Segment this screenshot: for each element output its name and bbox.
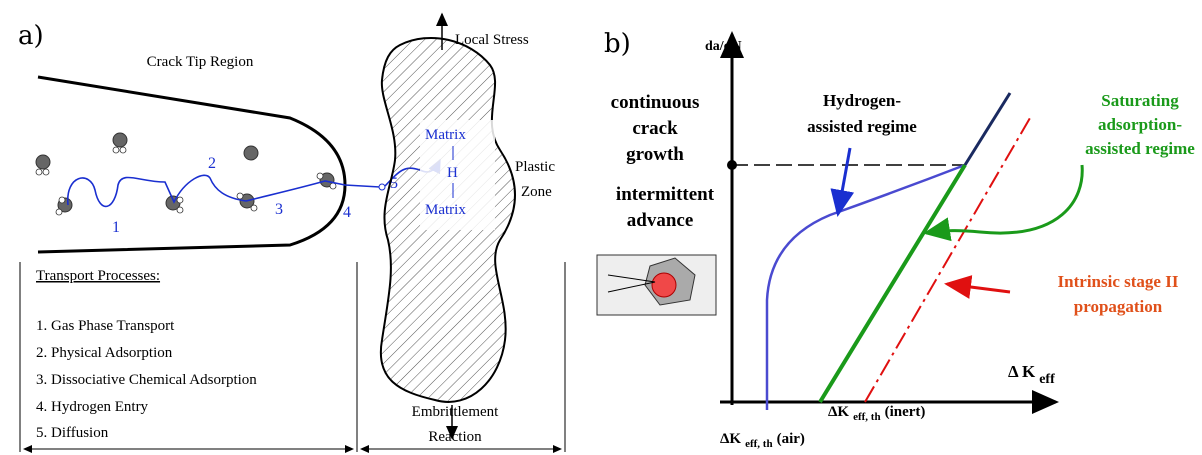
intrinsic-curve [865, 118, 1030, 402]
regime-label: adsorption- [1098, 115, 1182, 134]
regime-label: assisted regime [807, 117, 917, 136]
upper-curve [965, 93, 1010, 165]
crack-wedge [38, 77, 345, 252]
continuous-label: crack [632, 118, 678, 139]
h-atoms [36, 147, 336, 215]
step-number: 1 [112, 219, 120, 236]
h-atom [113, 147, 119, 153]
entry-point [379, 184, 385, 190]
regime-label: propagation [1074, 297, 1163, 316]
saturating-arrow [926, 165, 1082, 233]
panel-label: b) [604, 29, 631, 59]
transport-title: Transport Processes: [36, 268, 160, 284]
h-atom [43, 169, 49, 175]
transport-item: 3. Dissociative Chemical Adsorption [36, 372, 257, 388]
embrittlement-label: Embrittlement [412, 404, 499, 420]
left-labels: continuous crack growth intermittent adv… [611, 92, 715, 231]
threshold-sub: eff, th [745, 438, 773, 450]
threshold-suffix: (inert) [885, 404, 926, 420]
molecule [113, 133, 127, 147]
step-number: 4 [343, 204, 351, 221]
h-atom [177, 197, 183, 203]
h-atom [36, 169, 42, 175]
regime-label: Saturating [1101, 91, 1179, 110]
h-atom [251, 205, 257, 211]
panel-a: a) Crack Tip Region 1 2 3 4 5 [18, 14, 565, 452]
threshold-air: ΔK eff, th (air) [720, 431, 805, 450]
transition-point [727, 160, 737, 170]
threshold-sub: eff, th [853, 411, 881, 423]
crack-icon [597, 255, 716, 315]
panel-label: a) [18, 21, 44, 51]
step-number: 3 [275, 201, 283, 218]
regime-label: Hydrogen- [823, 91, 901, 110]
intermittent-label: intermittent [616, 184, 715, 205]
x-axis-main: Δ K [1008, 362, 1036, 381]
step-numbers: 1 2 3 4 5 [112, 155, 398, 236]
h-atom [330, 183, 336, 189]
hydrogen-curve [767, 165, 965, 410]
matrix-label: Matrix [425, 202, 466, 218]
threshold-main: ΔK [828, 404, 849, 420]
molecules [36, 133, 334, 212]
embrittlement-label: Reaction [428, 429, 482, 445]
h-atom [59, 197, 65, 203]
transport-item: 5. Diffusion [36, 425, 109, 441]
molecule [36, 155, 50, 169]
h-atom [237, 193, 243, 199]
y-axis-label: da/dN [705, 39, 742, 54]
molecule [244, 146, 258, 160]
regime-label: assisted regime [1085, 139, 1195, 158]
saturating-regime: Saturating adsorption- assisted regime [1085, 91, 1195, 158]
transport-item: 1. Gas Phase Transport [36, 318, 175, 334]
threshold-suffix: (air) [777, 431, 805, 447]
threshold-main: ΔK [720, 431, 741, 447]
intermittent-label: advance [627, 210, 694, 231]
regime-label: Intrinsic stage II [1058, 272, 1179, 291]
figure: a) Crack Tip Region 1 2 3 4 5 [0, 0, 1202, 455]
hydrogen-regime: Hydrogen- assisted regime [807, 91, 917, 136]
transport-item: 2. Physical Adsorption [36, 345, 173, 361]
hydrogen-zone [652, 273, 676, 297]
stress-label: Local Stress [455, 32, 529, 48]
hydrogen-arrow [838, 148, 850, 214]
plastic-zone-label: Zone [521, 184, 552, 200]
matrix-label: Matrix [425, 127, 466, 143]
intrinsic-regime: Intrinsic stage II propagation [1058, 272, 1179, 316]
h-atom [317, 173, 323, 179]
panel-b: b) da/dN continuous crack growth intermi… [597, 29, 1195, 450]
step-number: 2 [208, 155, 216, 172]
x-axis-sub: eff [1039, 372, 1055, 387]
intrinsic-arrow [947, 284, 1010, 292]
hydrogen-label: H [447, 165, 458, 181]
h-atom [56, 209, 62, 215]
transport-list: 1. Gas Phase Transport 2. Physical Adsor… [36, 318, 257, 441]
threshold-inert: ΔK eff, th (inert) [828, 404, 925, 423]
transport-item: 4. Hydrogen Entry [36, 399, 149, 415]
h-atom [120, 147, 126, 153]
plastic-zone-label: Plastic [515, 159, 555, 175]
region-title: Crack Tip Region [147, 54, 254, 70]
continuous-label: growth [626, 144, 684, 165]
h-atom [177, 207, 183, 213]
continuous-label: continuous [611, 92, 700, 113]
